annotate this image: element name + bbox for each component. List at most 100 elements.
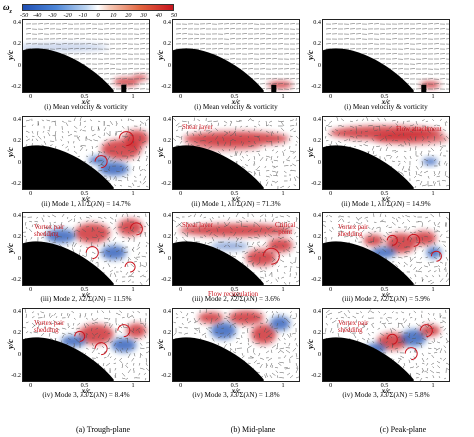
x-tick-label: 0	[179, 93, 183, 100]
y-tick-label: -0.2	[311, 276, 321, 283]
plot-panel-r3c3	[322, 212, 450, 286]
y-tick-label: 0	[17, 254, 21, 262]
x-tick-label: 0	[329, 190, 333, 197]
x-axis-label: x/c	[231, 195, 241, 203]
y-tick-label: 0.2	[163, 40, 171, 48]
vorticity-blob	[363, 234, 384, 247]
x-axis-label: x/c	[381, 291, 391, 299]
colorbar-tick: -20	[63, 12, 72, 19]
y-tick-label: -0.2	[311, 372, 321, 379]
annotation-vortex-pair-r4c1: Vortex pair shedding	[34, 320, 65, 335]
vorticity-field	[173, 309, 299, 381]
colorbar-tick: 20	[125, 12, 132, 19]
annotation-vortex-pair-r3c3: Vortex pair shedding	[338, 224, 369, 239]
annotation-shear-layer-r3: Shear layer	[182, 222, 213, 229]
y-tick-label: -0.2	[11, 180, 21, 187]
vortex-rotation-arrow	[404, 347, 418, 361]
vorticity-blob	[411, 231, 437, 246]
x-tick-label: 1	[431, 190, 435, 197]
x-tick-label: 1	[431, 382, 435, 389]
y-axis-label: y/c	[155, 243, 165, 253]
colorbar	[22, 4, 174, 11]
panel-caption-r4c2: (iv) Mode 3, λ3/Σ(λN) = 1.8%	[192, 391, 280, 399]
plot-panel-r3c1	[22, 212, 150, 286]
airfoil-shape	[23, 241, 114, 285]
vorticity-field	[23, 23, 149, 92]
y-axis-label: y/c	[5, 147, 15, 157]
velocity-vectors	[325, 23, 449, 90]
annotation-flow-attachment: Flow attachment	[396, 126, 442, 133]
y-tick-label: 0	[317, 61, 321, 69]
airfoil-shape	[173, 337, 264, 381]
airfoil-shape	[23, 145, 114, 189]
vorticity-field	[323, 23, 449, 92]
y-tick-label: -0.2	[311, 83, 321, 90]
y-axis-label: y/c	[5, 243, 15, 253]
x-tick-label: 0	[29, 286, 33, 293]
colorbar-tick: 50	[170, 12, 178, 19]
vortex-rotation-arrow	[430, 250, 442, 262]
vortex-rotation-arrow	[262, 247, 280, 265]
colorbar-tick: -40	[33, 12, 42, 19]
vortex-rotation-arrow	[419, 324, 433, 338]
airfoil-shape	[323, 241, 414, 285]
y-axis-label: y/c	[5, 50, 15, 60]
x-tick-label: 0	[179, 382, 183, 389]
vorticity-blob	[111, 337, 137, 353]
colorbar-tick: 0	[96, 12, 100, 19]
airfoil-shape	[323, 48, 414, 92]
vorticity-blob	[270, 316, 291, 331]
y-tick-label: 0.4	[163, 308, 171, 315]
y-axis-label: y/c	[155, 339, 165, 349]
vorticity-blob	[422, 158, 438, 166]
y-tick-label: 0.4	[163, 19, 171, 26]
y-tick-label: -0.2	[161, 180, 171, 187]
y-tick-label: 0.2	[163, 137, 171, 145]
column-title-trough-plane: (a) Trough-plane	[76, 425, 130, 434]
x-tick-label: 0	[329, 93, 333, 100]
plot-panel-r4c2	[172, 308, 300, 382]
y-tick-label: -0.2	[161, 372, 171, 379]
column-title-mid-plane: (b) Mid-plane	[230, 425, 276, 434]
y-tick-label: 0	[167, 61, 171, 69]
vorticity-field	[23, 117, 149, 189]
y-tick-label: 0	[317, 350, 321, 358]
vorticity-blob	[74, 223, 110, 244]
y-tick-label: 0	[167, 254, 171, 262]
colorbar-label: ωz	[3, 2, 12, 15]
y-tick-label: 0.4	[313, 116, 321, 123]
x-tick-label: 0.5	[380, 382, 389, 389]
vortex-rotation-arrow	[85, 246, 99, 260]
plot-panel-r1c2	[172, 19, 300, 93]
x-tick-label: 0	[29, 93, 33, 100]
airfoil-shape	[173, 241, 264, 285]
y-tick-label: 0	[317, 158, 321, 166]
colorbar-tick: 10	[110, 12, 117, 19]
panel-caption-r3c3: (iii) Mode 2, λ2/Σ(λN) = 5.9%	[342, 295, 430, 303]
vorticity-field	[323, 213, 449, 285]
x-tick-label: 1	[131, 286, 135, 293]
vorticity-blob	[228, 310, 264, 325]
y-tick-label: 0.4	[313, 308, 321, 315]
vorticity-blob	[377, 332, 408, 351]
x-axis-label: x/c	[81, 291, 91, 299]
vortex-rotation-arrow	[386, 333, 398, 345]
x-tick-label: 1	[281, 93, 285, 100]
plot-panel-r4c3	[322, 308, 450, 382]
x-tick-label: 0	[329, 286, 333, 293]
airfoil-shape	[23, 48, 114, 92]
x-tick-label: 0	[29, 382, 33, 389]
y-tick-label: 0	[17, 158, 21, 166]
colorbar-tick: 30	[140, 12, 147, 19]
y-tick-label: 0.2	[313, 137, 321, 145]
panel-caption-r2c1: (ii) Mode 1, λ1/Σ(λN) = 14.7%	[41, 200, 131, 208]
vortex-rotation-arrow	[118, 131, 134, 147]
x-tick-label: 0.5	[380, 286, 389, 293]
vortex-rotation-arrow	[94, 155, 108, 169]
vorticity-field	[23, 309, 149, 381]
vortex-rotation-arrow	[129, 222, 143, 236]
vorticity-blob	[88, 155, 109, 165]
airfoil-shape	[173, 145, 264, 189]
x-tick-label: 0.5	[80, 190, 89, 197]
vorticity-blob	[60, 335, 86, 348]
